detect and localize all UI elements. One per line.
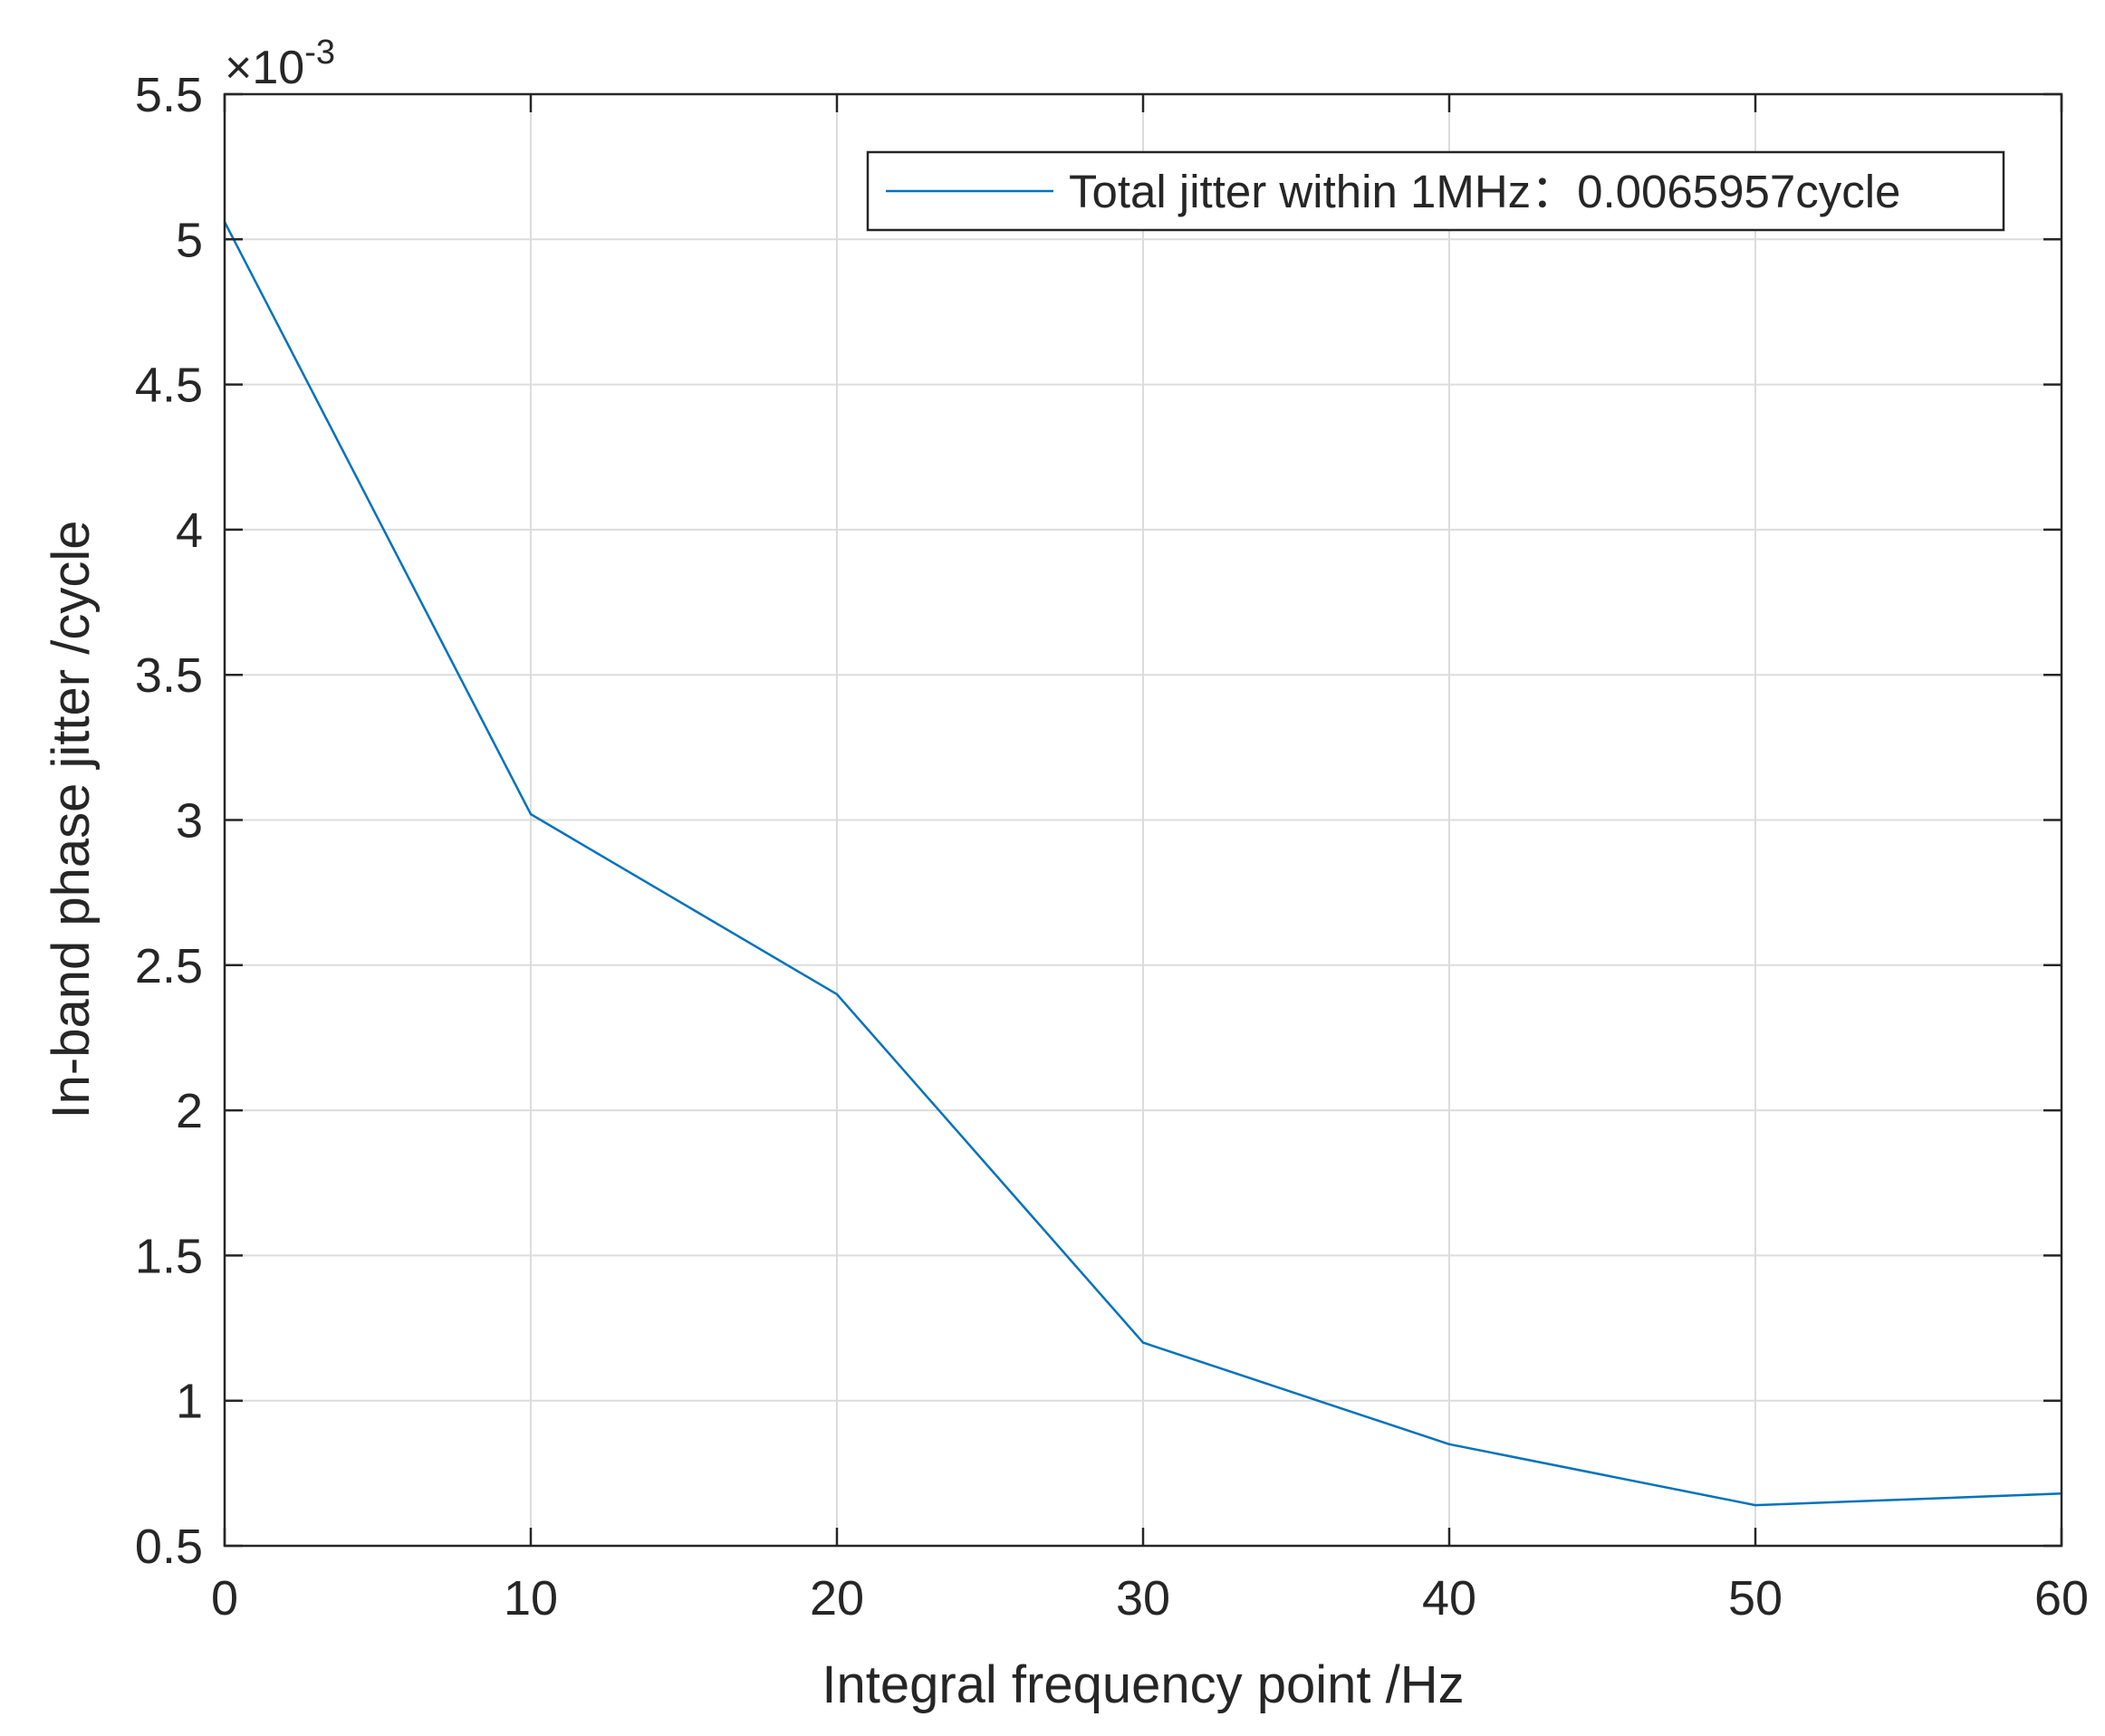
legend: Total jitter within 1MHz：0.0065957cycle bbox=[866, 150, 2005, 232]
data-point bbox=[529, 812, 533, 816]
legend-box bbox=[866, 150, 2005, 232]
y-exponent-base: ×10 bbox=[225, 42, 304, 94]
x-tick-label: 50 bbox=[1728, 1571, 1783, 1626]
data-point bbox=[1447, 1443, 1451, 1446]
y-tick-labels: 0.5 1 1.5 2 2.5 3 3.5 4 4.5 5 5.5 bbox=[135, 68, 203, 1574]
data-point bbox=[1141, 1341, 1145, 1344]
y-tick-label: 2 bbox=[176, 1084, 203, 1138]
data-point bbox=[835, 993, 839, 996]
y-tick-label: 1.5 bbox=[135, 1229, 203, 1283]
y-tick-label: 3.5 bbox=[135, 648, 203, 703]
data-point bbox=[1754, 1503, 1757, 1507]
x-tick-label: 60 bbox=[2034, 1571, 2089, 1626]
tick-marks bbox=[223, 92, 2063, 1548]
y-tick-label: 1 bbox=[176, 1375, 203, 1429]
y-tick-label: 3 bbox=[176, 794, 203, 849]
x-axis-title: Integral frequency point /Hz bbox=[822, 1655, 1464, 1714]
x-tick-label: 10 bbox=[504, 1571, 558, 1626]
y-exponent-power: -3 bbox=[304, 34, 335, 72]
y-tick-label: 0.5 bbox=[135, 1520, 203, 1574]
x-tick-label: 0 bbox=[211, 1571, 238, 1626]
x-tick-label: 40 bbox=[1422, 1571, 1476, 1626]
y-tick-label: 5.5 bbox=[135, 68, 203, 122]
x-tick-label: 30 bbox=[1116, 1571, 1170, 1626]
y-exponent-label: ×10-3 bbox=[225, 34, 335, 94]
y-axis-title: In-band phase jitter /cycle bbox=[42, 521, 101, 1119]
x-tick-label: 20 bbox=[810, 1571, 864, 1626]
y-tick-label: 4 bbox=[176, 504, 203, 558]
y-tick-label: 4.5 bbox=[135, 359, 203, 413]
y-tick-label: 2.5 bbox=[135, 939, 203, 993]
legend-entry-label: Total jitter within 1MHz：0.0065957cycle bbox=[1069, 166, 1900, 217]
y-tick-label: 5 bbox=[176, 213, 203, 267]
x-tick-labels: 0 10 20 30 40 50 60 bbox=[211, 1571, 2089, 1626]
